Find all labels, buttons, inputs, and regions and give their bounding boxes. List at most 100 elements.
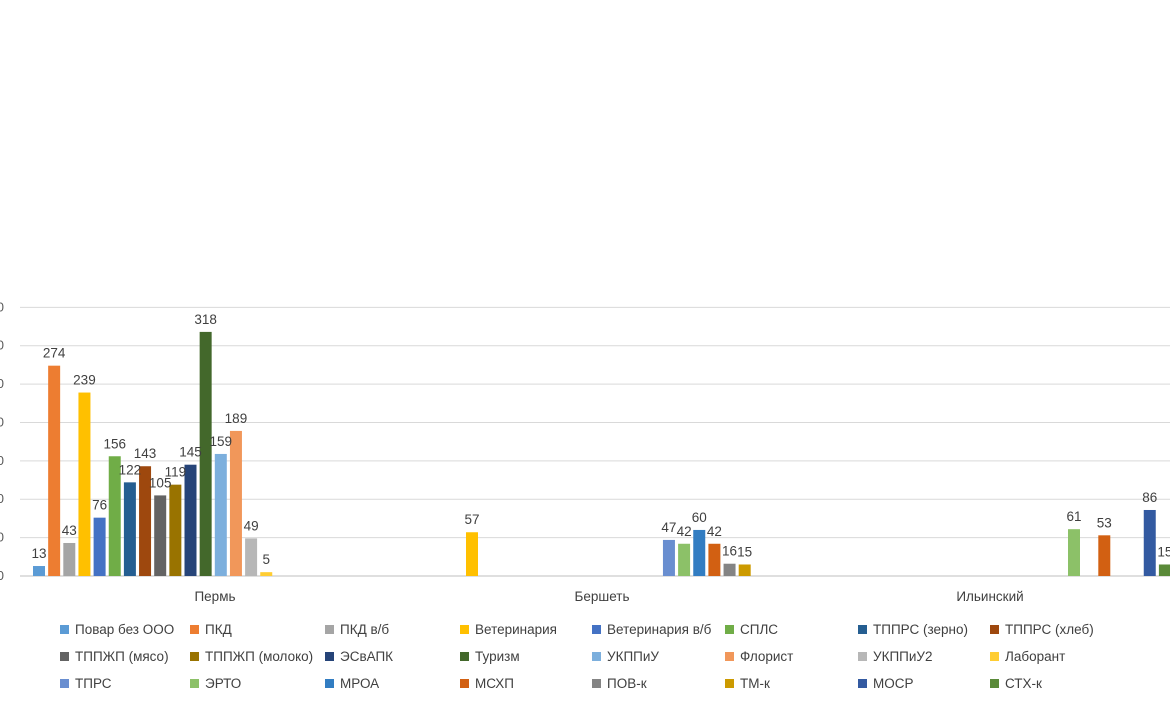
bar-2-17 bbox=[1068, 529, 1080, 576]
data-label: 15 bbox=[1157, 544, 1170, 559]
legend-item: ЭСвАПК bbox=[325, 647, 393, 665]
legend-item: ТППРС (хлеб) bbox=[990, 620, 1094, 638]
legend-item: Флорист bbox=[725, 647, 793, 665]
legend-swatch bbox=[460, 678, 469, 688]
legend-swatch bbox=[60, 624, 69, 634]
bar-0-8 bbox=[154, 495, 167, 576]
data-label: 49 bbox=[244, 518, 259, 533]
bar-1-3 bbox=[466, 532, 478, 576]
legend-item: СПЛС bbox=[725, 620, 778, 638]
data-label: 86 bbox=[1142, 490, 1157, 505]
legend-item: УКППиУ2 bbox=[858, 647, 932, 665]
legend-item: ТППЖП (мясо) bbox=[60, 647, 169, 665]
bar-1-21 bbox=[738, 564, 751, 576]
legend-label: МРОА bbox=[340, 675, 380, 691]
x-axis-category-labels: Пермь Бершеть Ильинский bbox=[194, 589, 1023, 604]
data-label: 239 bbox=[73, 373, 96, 388]
gridlines bbox=[20, 306, 1170, 577]
data-label: 105 bbox=[149, 475, 172, 490]
bar-0-3 bbox=[78, 392, 91, 576]
legend-item: Туризм bbox=[460, 647, 520, 665]
legend-label: Лаборант bbox=[1005, 648, 1066, 664]
legend-item: УКППиУ bbox=[592, 647, 659, 665]
data-label: 122 bbox=[119, 462, 142, 477]
data-label: 43 bbox=[62, 523, 77, 538]
category-label: Пермь bbox=[194, 589, 235, 604]
legend-label: УКППиУ bbox=[607, 648, 659, 664]
legend-item: МРОА bbox=[325, 674, 379, 692]
bar-0-2 bbox=[63, 542, 76, 576]
legend-swatch bbox=[858, 678, 867, 688]
legend-item: Ветеринария bbox=[460, 620, 557, 638]
bar-2-22 bbox=[1143, 509, 1156, 576]
legend-label: Туризм bbox=[475, 648, 520, 664]
legend-swatch bbox=[190, 678, 199, 688]
data-label: 57 bbox=[464, 512, 479, 527]
bar-2-23 bbox=[1158, 564, 1170, 576]
legend-swatch bbox=[325, 651, 334, 661]
legend-label: ТПРС bbox=[75, 675, 112, 691]
data-label: 42 bbox=[677, 524, 692, 539]
bar-0-4 bbox=[93, 517, 106, 576]
y-tick-label: 0 bbox=[0, 376, 4, 391]
data-label: 119 bbox=[165, 465, 187, 480]
data-label: 318 bbox=[194, 312, 217, 327]
bar-0-11 bbox=[199, 331, 212, 576]
legend-label: ТМ-к bbox=[740, 675, 770, 691]
legend-swatch bbox=[725, 624, 734, 634]
data-label: 76 bbox=[92, 498, 107, 513]
legend-label: ЭСвАПК bbox=[340, 648, 394, 664]
legend-label: СТХ-к bbox=[1005, 675, 1042, 691]
legend-item: ПКД bbox=[190, 620, 232, 638]
legend-item: СТХ-к bbox=[990, 674, 1042, 692]
legend-item: ТПРС bbox=[60, 674, 112, 692]
data-label: 15 bbox=[737, 544, 752, 559]
legend-label: УКППиУ2 bbox=[873, 648, 933, 664]
data-label: 47 bbox=[661, 520, 676, 535]
bar-0-1 bbox=[48, 365, 61, 576]
legend-label: ТППРС (зерно) bbox=[873, 621, 969, 637]
y-tick-label: 0 bbox=[0, 530, 4, 545]
category-label: Ильинский bbox=[956, 589, 1023, 604]
legend-item: ПКД в/б bbox=[325, 620, 389, 638]
data-label: 61 bbox=[1066, 509, 1081, 524]
legend-label: ТППЖП (мясо) bbox=[75, 648, 169, 664]
data-label: 145 bbox=[179, 445, 202, 460]
bar-1-17 bbox=[678, 543, 691, 576]
legend: Повар без ООО ПКД ПКД в/б Ветеринария Ветери… bbox=[0, 612, 1170, 712]
legend-swatch bbox=[858, 651, 867, 661]
legend-item: МОСР bbox=[858, 674, 914, 692]
legend-label: Ветеринария в/б bbox=[607, 621, 712, 637]
legend-label: Ветеринария bbox=[475, 621, 557, 637]
legend-swatch bbox=[60, 678, 69, 688]
legend-label: ПКД bbox=[205, 621, 232, 637]
legend-label: ПКД в/б bbox=[340, 621, 390, 637]
legend-item: МСХП bbox=[460, 674, 514, 692]
legend-label: ТППЖП (молоко) bbox=[205, 648, 314, 664]
data-label: 60 bbox=[692, 510, 707, 525]
legend-label: ТППРС (хлеб) bbox=[1005, 621, 1094, 637]
legend-swatch bbox=[725, 678, 734, 688]
legend-item: Повар без ООО bbox=[60, 620, 174, 638]
legend-swatch bbox=[592, 624, 601, 634]
legend-item: Лаборант bbox=[990, 647, 1065, 665]
legend-swatch bbox=[460, 624, 469, 634]
bar-0-7 bbox=[139, 466, 152, 576]
legend-label: ПОВ-к bbox=[607, 675, 647, 691]
data-label: 16 bbox=[722, 544, 737, 559]
data-label: 53 bbox=[1097, 515, 1112, 530]
bar-1-16 bbox=[662, 539, 675, 576]
data-label: 274 bbox=[43, 346, 66, 361]
legend-swatch bbox=[190, 624, 199, 634]
bar-2-19 bbox=[1098, 535, 1111, 576]
y-tick-label: 0 bbox=[0, 299, 4, 314]
data-label: 189 bbox=[225, 411, 248, 426]
y-tick-label: 0 bbox=[0, 491, 4, 506]
legend-item: ПОВ-к bbox=[592, 674, 647, 692]
legend-swatch bbox=[990, 678, 999, 688]
legend-label: СПЛС bbox=[740, 621, 779, 637]
legend-swatch bbox=[990, 651, 999, 661]
legend-swatch bbox=[60, 651, 69, 661]
